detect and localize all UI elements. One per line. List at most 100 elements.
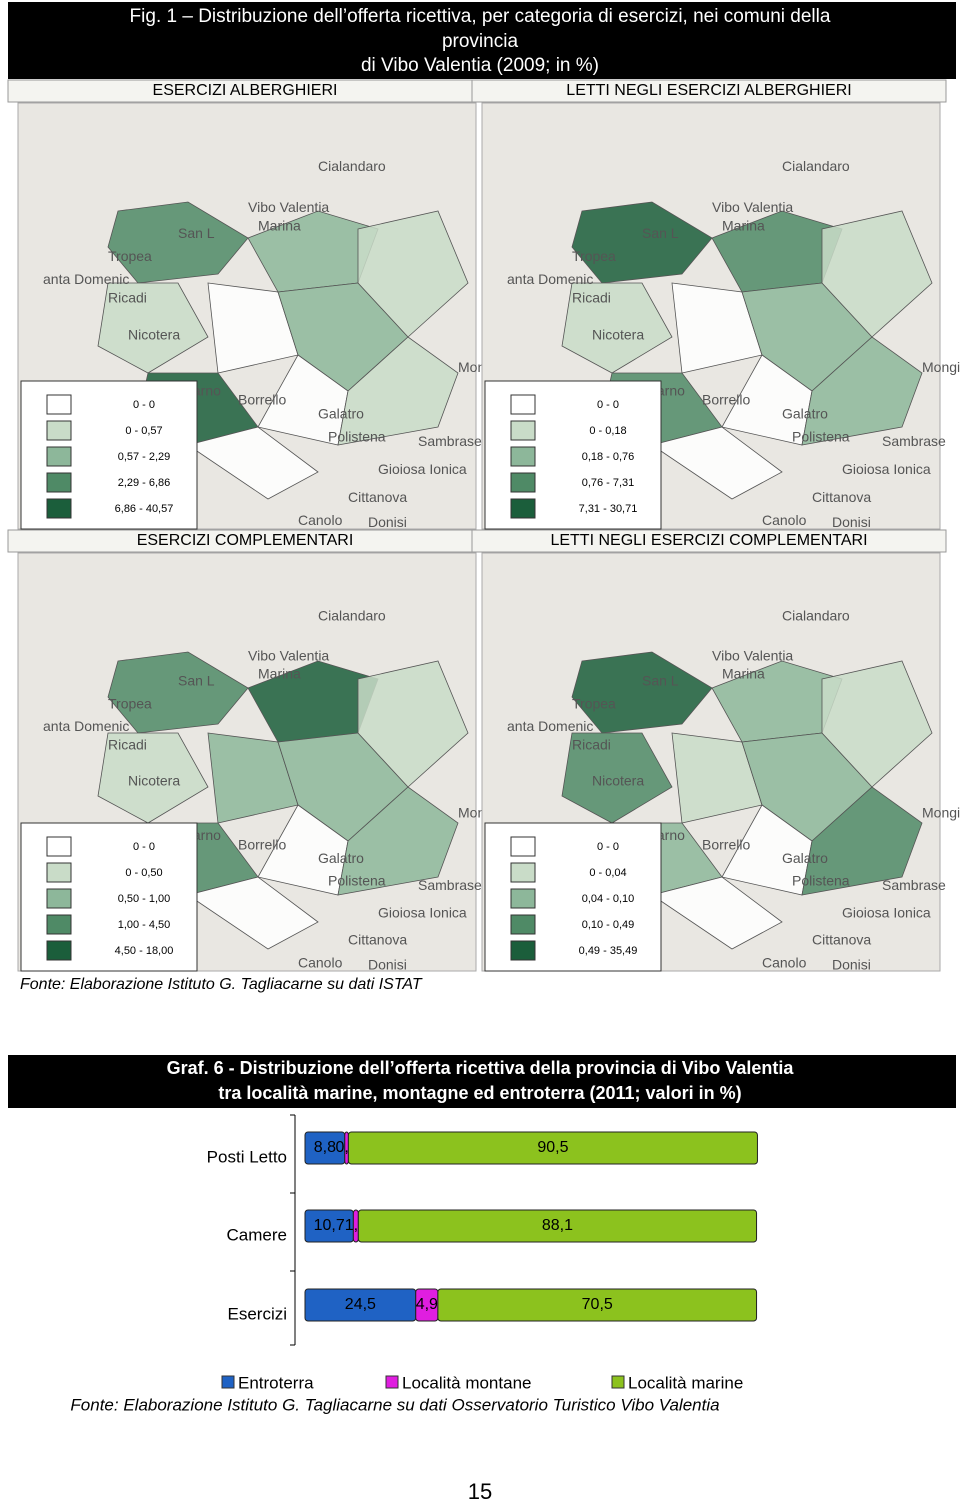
- map-place-label: Marina: [258, 665, 301, 681]
- map-place-label: Ricadi: [108, 736, 147, 752]
- legend-swatch: [510, 940, 536, 961]
- map-place-label: anta Domenic: [43, 271, 129, 287]
- map-place-label: Donisi: [368, 956, 407, 972]
- map-place-label: Gioiosa Ionica: [378, 904, 467, 920]
- map-region: [821, 210, 933, 338]
- legend-swatch: [510, 394, 536, 415]
- map-place-label: Canolo: [298, 954, 343, 970]
- legend-label: 7,31 - 30,71: [579, 503, 638, 515]
- map-place-label: Vibo Valentia: [248, 199, 329, 215]
- value-label: 88,1: [542, 1217, 573, 1234]
- legend-label: 0 - 0: [597, 841, 619, 853]
- map-region: [97, 732, 209, 824]
- legend-label: 0,10 - 0,49: [582, 919, 635, 931]
- map-label: ESERCIZI COMPLEMENTARI: [137, 532, 354, 549]
- map-place-label: Polistena: [328, 429, 386, 445]
- map-place-label: Ricadi: [572, 290, 611, 306]
- title-line: provincia: [442, 31, 518, 52]
- header-bar: [8, 2, 956, 79]
- map-label-bar: [471, 529, 947, 553]
- map-place-label: Mongiana: [922, 805, 960, 821]
- chart-source: Fonte: Elaborazione Istituto G. Tagliaca…: [70, 1395, 719, 1414]
- legend-swatch: [510, 914, 536, 935]
- legend-swatch: [46, 394, 72, 415]
- map-region: [97, 282, 209, 374]
- legend-swatch: [510, 862, 536, 883]
- legend-swatch: [46, 914, 72, 935]
- map-place-label: Cialandaro: [318, 607, 386, 623]
- legend-label: 0,49 - 35,49: [579, 945, 638, 957]
- map-place-label: Polistena: [792, 873, 850, 889]
- value-label: 24,5: [345, 1296, 376, 1313]
- map-label: LETTI NEGLI ESERCIZI ALBERGHIERI: [566, 82, 851, 99]
- legend-swatch: [46, 940, 72, 961]
- map-place-label: Sambrase: [418, 877, 482, 893]
- legend-label: 0,50 - 1,00: [118, 893, 171, 905]
- legend-label: 6,86 - 40,57: [115, 503, 174, 515]
- legend-swatch: [510, 888, 536, 909]
- map-place-label: Cittanova: [348, 489, 407, 505]
- map-place-label: Canolo: [298, 512, 343, 528]
- map-place-label: Canolo: [762, 954, 807, 970]
- legend-label: 0 - 0,18: [589, 425, 626, 437]
- legend-swatch: [46, 888, 72, 909]
- map-place-label: Nicotera: [592, 773, 644, 789]
- legend-label: Località marine: [628, 1373, 743, 1392]
- category-label: Esercizi: [227, 1304, 287, 1323]
- map-place-label: Borrello: [702, 392, 750, 408]
- value-label: 70,5: [582, 1296, 613, 1313]
- map-place-label: Borrello: [238, 392, 286, 408]
- map-place-label: Ricadi: [108, 290, 147, 306]
- map-place-label: Cialandaro: [318, 158, 386, 174]
- legend-swatch: [46, 498, 72, 519]
- legend-label: 4,50 - 18,00: [115, 945, 174, 957]
- map-region: [821, 660, 933, 788]
- legend-swatch: [46, 446, 72, 467]
- map-region: [561, 732, 673, 824]
- legend-label: 0,76 - 7,31: [582, 477, 635, 489]
- map-place-label: Nicotera: [592, 327, 644, 343]
- map-place-label: Gioiosa Ionica: [842, 461, 931, 477]
- map-place-label: San L: [642, 225, 679, 241]
- map-region: [107, 201, 249, 284]
- map-place-label: Nicotera: [128, 773, 180, 789]
- map-place-label: Donisi: [832, 956, 871, 972]
- title-line: Fig. 1 – Distribuzione dell’offerta rice…: [130, 6, 831, 27]
- category-label: Camere: [227, 1225, 287, 1244]
- map-place-label: Cialandaro: [782, 607, 850, 623]
- map-place-label: Donisi: [368, 514, 407, 530]
- map-place-label: San L: [178, 673, 215, 689]
- legend-label: 0 - 0,50: [125, 867, 162, 879]
- map-label-bar: [471, 79, 947, 103]
- chart-title-bar: [8, 1055, 956, 1108]
- map-region: [337, 336, 459, 446]
- map-region: [357, 660, 469, 788]
- map-region: [357, 210, 469, 338]
- legend-swatch: [510, 836, 536, 857]
- legend-label: 0,18 - 0,76: [582, 451, 635, 463]
- map-place-label: anta Domenic: [507, 271, 593, 287]
- value-label: 90,5: [537, 1139, 568, 1156]
- map-place-label: Gioiosa Ionica: [842, 904, 931, 920]
- map-place-label: Borrello: [238, 836, 286, 852]
- map-region: [561, 282, 673, 374]
- map-region: [107, 651, 249, 734]
- map-place-label: Nicotera: [128, 327, 180, 343]
- map-place-label: Marina: [722, 217, 765, 233]
- chart-title: Graf. 6 - Distribuzione dell’offerta ric…: [167, 1058, 795, 1078]
- map-place-label: Cittanova: [348, 932, 407, 948]
- map-place-label: anta Domenic: [43, 718, 129, 734]
- map-place-label: Tropea: [572, 695, 616, 711]
- map-label: ESERCIZI ALBERGHIERI: [153, 82, 338, 99]
- legend-swatch: [611, 1375, 625, 1389]
- value-label: 4,9: [416, 1296, 438, 1313]
- map-place-label: Galatro: [782, 850, 828, 866]
- map-place-label: San L: [178, 225, 215, 241]
- map-place-label: Ricadi: [572, 736, 611, 752]
- map-place-label: Vibo Valentia: [712, 647, 793, 663]
- legend-label: 0 - 0: [597, 399, 619, 411]
- map-region: [187, 426, 319, 500]
- legend-swatch: [510, 420, 536, 441]
- map-place-label: Sambrase: [882, 877, 946, 893]
- map-place-label: Tropea: [108, 695, 152, 711]
